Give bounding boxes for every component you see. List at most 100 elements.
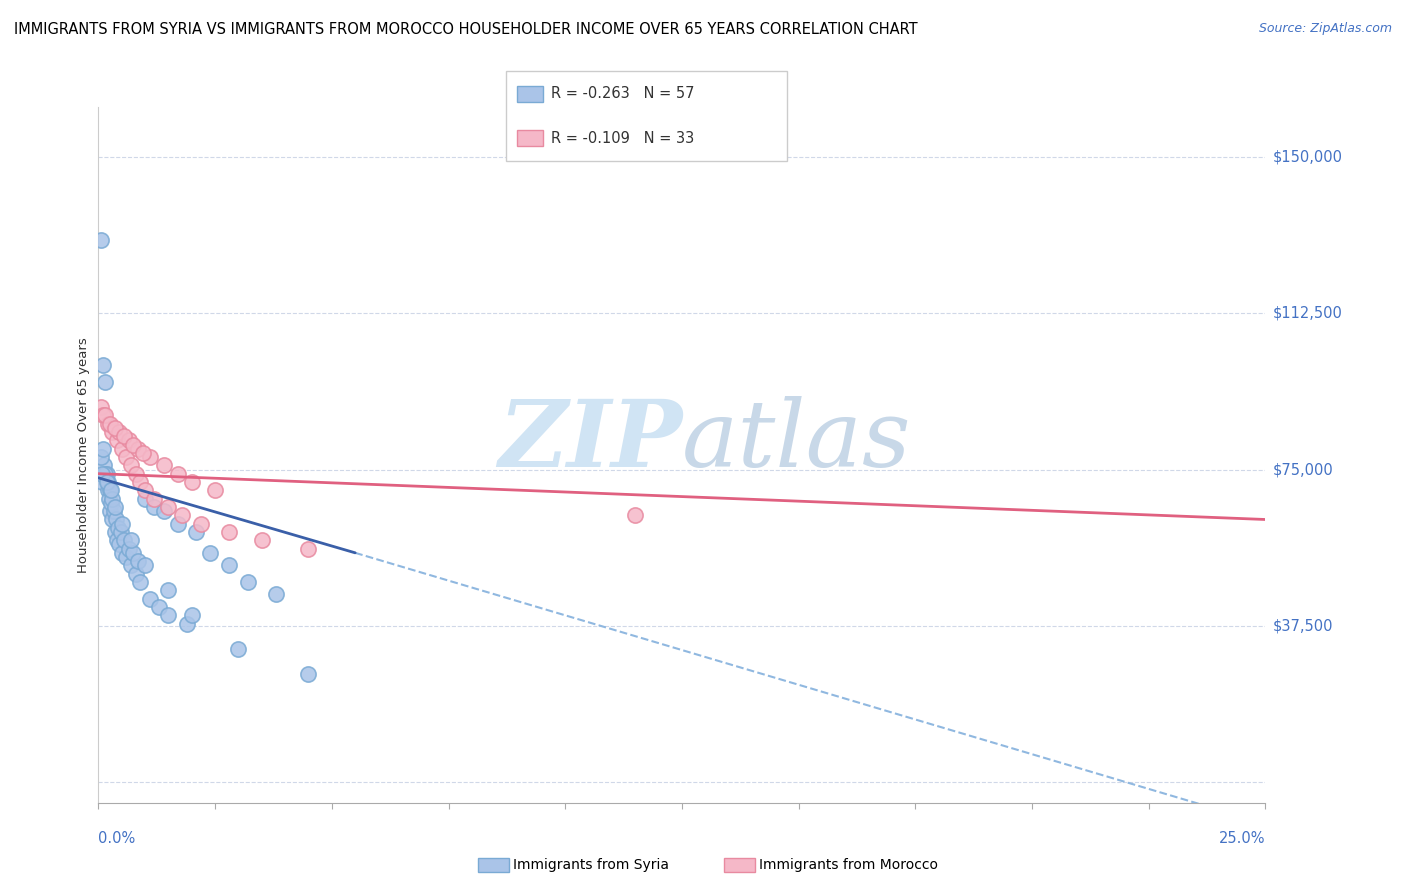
Point [236,574,259,589]
Point [125,467,148,481]
Point [91,359,114,373]
Point [264,587,287,601]
Text: $75,000: $75,000 [1272,462,1333,477]
Point [90,450,112,464]
Point [110,524,132,539]
Point [98,483,121,498]
Point [148,599,170,614]
Point [91,442,114,456]
Point [186,524,208,539]
Point [96,475,118,489]
Point [129,574,152,589]
Point [90,233,112,247]
Point [118,434,141,448]
Point [127,554,149,568]
Point [157,608,180,623]
Point [98,417,121,431]
Text: 0.0%: 0.0% [98,831,135,846]
Point [108,537,131,551]
Y-axis label: Householder Income Over 65 years: Householder Income Over 65 years [77,337,90,573]
Point [104,500,127,514]
Point [125,566,148,581]
Point [180,608,202,623]
Point [93,458,115,473]
Text: IMMIGRANTS FROM SYRIA VS IMMIGRANTS FROM MOROCCO HOUSEHOLDER INCOME OVER 65 YEAR: IMMIGRANTS FROM SYRIA VS IMMIGRANTS FROM… [14,22,918,37]
Point [152,504,174,518]
Point [120,533,142,548]
Point [157,583,180,598]
Point [218,524,240,539]
Point [97,417,120,431]
Point [111,442,134,456]
Text: Source: ZipAtlas.com: Source: ZipAtlas.com [1258,22,1392,36]
Text: ZIP: ZIP [498,396,682,486]
Point [228,641,250,656]
Point [98,504,121,518]
Text: R = -0.263   N = 57: R = -0.263 N = 57 [551,87,695,101]
Point [105,434,128,448]
Point [97,483,120,498]
Point [157,500,180,514]
Text: Immigrants from Morocco: Immigrants from Morocco [759,858,938,872]
Point [115,450,138,464]
Point [118,541,141,556]
Point [100,496,122,510]
Point [97,491,120,506]
Point [91,475,114,489]
Point [94,375,117,389]
Text: atlas: atlas [682,396,911,486]
Point [200,546,222,560]
Point [120,558,142,573]
Text: $37,500: $37,500 [1272,618,1333,633]
Point [166,516,188,531]
Point [166,467,188,481]
Point [218,558,240,573]
Point [250,533,273,548]
Point [143,491,166,506]
Point [120,458,142,473]
Point [111,546,134,560]
Point [143,500,166,514]
Point [90,400,112,414]
Point [134,491,156,506]
Point [134,483,156,498]
Point [101,512,124,526]
Text: $112,500: $112,500 [1272,306,1343,321]
Point [176,616,198,631]
Point [104,421,127,435]
Point [91,409,114,423]
Text: $150,000: $150,000 [1272,150,1343,164]
Point [122,546,145,560]
Point [105,512,128,526]
Point [134,558,156,573]
Text: 25.0%: 25.0% [1219,831,1265,846]
Point [180,475,202,489]
Point [139,450,162,464]
Point [103,504,125,518]
Point [172,508,194,523]
Point [96,467,118,481]
Text: R = -0.109   N = 33: R = -0.109 N = 33 [551,131,695,145]
Point [115,549,138,564]
Point [91,467,114,481]
Point [101,491,124,506]
Point [297,541,319,556]
Point [94,409,117,423]
Point [624,508,647,523]
Point [111,516,134,531]
Point [108,425,131,439]
Point [297,666,319,681]
Point [122,437,145,451]
Point [139,591,162,606]
Point [129,475,152,489]
Point [112,533,135,548]
Point [112,429,135,443]
Point [94,467,117,481]
Point [190,516,212,531]
Point [100,483,122,498]
Point [104,524,127,539]
Point [204,483,226,498]
Point [101,425,124,439]
Point [127,442,149,456]
Point [97,475,120,489]
